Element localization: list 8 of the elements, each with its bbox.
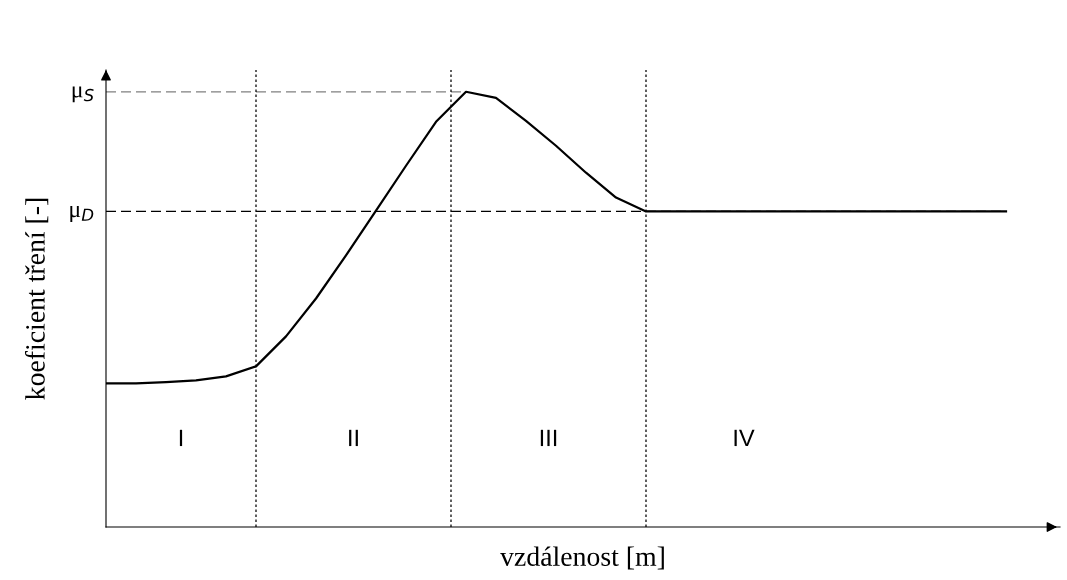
y-axis-title: koeficient tření [-] [24, 198, 49, 400]
annotation: IV [734, 429, 755, 447]
annotation: I [179, 429, 183, 447]
x-axis-title: vzdálenost [m] [500, 546, 664, 570]
annotation: III [540, 429, 557, 447]
ref-line-label: μ$_{S}$ [72, 86, 94, 103]
ref-line-label: μ$_{D}$ [70, 206, 94, 222]
annotation: II [349, 429, 358, 447]
